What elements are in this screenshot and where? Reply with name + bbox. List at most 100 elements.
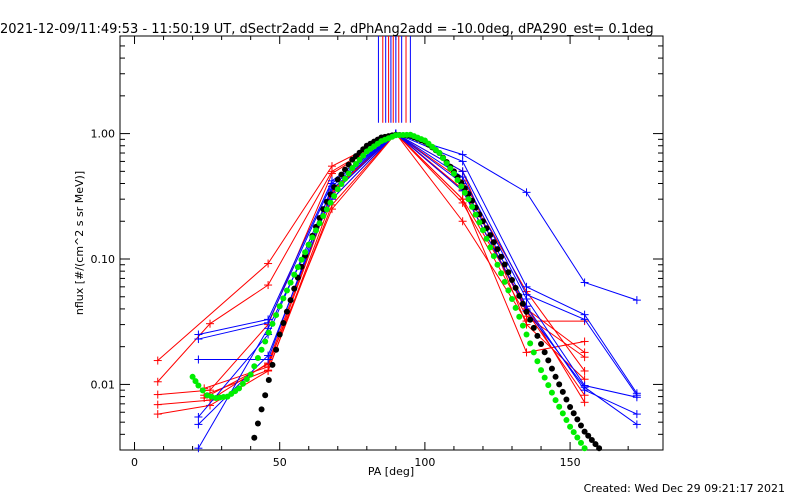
fit-dot — [548, 389, 555, 396]
series-line — [198, 132, 638, 396]
fit-dot — [342, 175, 349, 182]
fit-dot — [323, 206, 330, 213]
x-tick-label: 0 — [131, 456, 138, 469]
fit-dot — [588, 436, 595, 443]
fit-dot — [479, 227, 486, 234]
fit-dot — [483, 235, 490, 242]
fit-dot — [527, 316, 534, 323]
data-point — [327, 169, 336, 178]
fit-curves — [189, 131, 603, 452]
fit-dot — [280, 295, 287, 302]
fit-dot — [236, 385, 243, 392]
fit-dot — [262, 392, 269, 399]
data-point — [632, 420, 641, 429]
series-line — [198, 132, 637, 418]
data-point — [632, 296, 641, 305]
data-point — [580, 383, 589, 392]
fit-dot — [494, 261, 501, 268]
fit-dot — [331, 192, 338, 199]
fit-dot — [577, 422, 584, 429]
data-point — [194, 355, 203, 364]
data-point — [522, 188, 531, 197]
fit-dot — [538, 367, 545, 374]
data-point — [206, 319, 215, 328]
fit-dot — [192, 378, 199, 385]
chart-title: 2021-12-09/11:49:53 - 11:50:19 UT, dSect… — [0, 22, 654, 37]
fit-dot — [574, 416, 581, 423]
fit-dot — [254, 354, 261, 361]
fit-dot — [258, 406, 265, 413]
fit-dot — [334, 186, 341, 193]
fit-dot — [545, 357, 552, 364]
fit-dot — [570, 410, 577, 417]
fit-dot — [472, 211, 479, 218]
y-tick-label: 0.10 — [91, 253, 116, 266]
series-line — [157, 132, 585, 396]
fit-dot — [436, 150, 443, 157]
fit-dot — [239, 380, 246, 387]
data-point — [153, 377, 162, 386]
fit-dot — [596, 445, 603, 452]
fit-dot — [247, 371, 254, 378]
data-point — [458, 217, 467, 226]
fit-dot — [538, 341, 545, 348]
data-point — [580, 337, 589, 346]
fit-dot — [269, 320, 276, 327]
fit-dot — [567, 404, 574, 411]
plot-frame — [119, 35, 664, 451]
series-line — [157, 132, 585, 415]
fit-dot — [490, 253, 497, 260]
fit-dot — [294, 264, 301, 271]
fit-dot — [454, 176, 461, 183]
series-line — [157, 132, 585, 383]
fit-dot — [283, 287, 290, 294]
data-point — [580, 353, 589, 362]
fit-dot — [567, 423, 574, 430]
fit-dot — [556, 381, 563, 388]
fit-dot — [273, 346, 280, 353]
fit-dot — [541, 374, 548, 381]
pa-markers — [377, 36, 411, 123]
data-point — [194, 335, 203, 344]
fit-dot — [450, 170, 457, 177]
data-point — [632, 393, 641, 402]
fit-dot — [338, 171, 345, 178]
series-line — [198, 133, 638, 336]
y-tick-label: 0.01 — [91, 378, 116, 391]
data-point — [194, 444, 203, 453]
fit-dot — [352, 161, 359, 168]
fit-dot — [519, 322, 526, 329]
y-axis: 1.00 0.10 0.01 — [91, 45, 663, 435]
fit-dot — [469, 203, 476, 210]
fit-dot — [269, 361, 276, 368]
fit-dot — [523, 331, 530, 338]
fit-dot — [243, 376, 250, 383]
fit-dot — [443, 160, 450, 167]
fit-dot — [559, 410, 566, 417]
fit-dot — [516, 313, 523, 320]
fit-dot — [490, 239, 497, 246]
fit-dot — [559, 388, 566, 395]
data-point — [194, 412, 203, 421]
fit-dot — [287, 297, 294, 304]
data-point — [153, 400, 162, 409]
fit-dot — [345, 170, 352, 177]
fit-dot — [320, 213, 327, 220]
series-line — [204, 132, 586, 396]
fit-dot — [556, 403, 563, 410]
fit-dot — [458, 183, 465, 190]
fit-dot — [189, 373, 196, 380]
fit-dot — [581, 445, 588, 452]
fit-dot — [498, 253, 505, 260]
fit-dot — [291, 271, 298, 278]
fit-dot — [476, 219, 483, 226]
data-point — [153, 410, 162, 419]
fit-dot — [585, 432, 592, 439]
fit-dot — [349, 165, 356, 172]
data-point — [264, 351, 273, 360]
series-line — [198, 132, 638, 425]
fit-dot — [265, 329, 272, 336]
fit-dot — [262, 338, 269, 345]
fit-dot — [316, 220, 323, 227]
